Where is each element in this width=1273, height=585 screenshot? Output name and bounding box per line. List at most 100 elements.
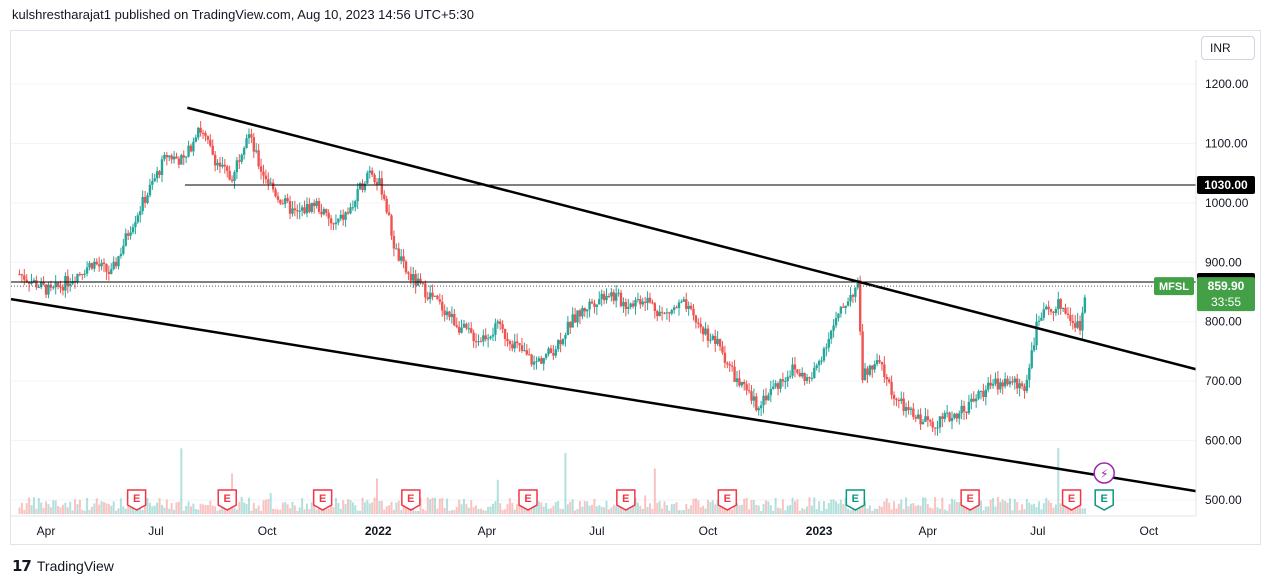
earnings-marker: E — [960, 489, 980, 511]
candle-body — [182, 155, 185, 158]
candle-body — [798, 372, 801, 377]
candle-body — [752, 396, 756, 401]
candle-body — [738, 378, 741, 386]
candle-body — [117, 256, 120, 267]
volume-bar — [564, 452, 567, 514]
volume-bar — [595, 506, 598, 514]
candle-body — [764, 395, 768, 401]
volume-bar — [764, 500, 767, 514]
candle-body — [668, 312, 671, 314]
candle-body — [160, 159, 164, 175]
x-tick-label: 2023 — [806, 524, 833, 538]
volume-bar — [636, 502, 639, 514]
candle-body — [433, 295, 437, 297]
volume-bar — [446, 498, 449, 514]
volume-bar — [475, 505, 478, 514]
candle-body — [1083, 297, 1087, 313]
candle-body — [192, 141, 195, 152]
volume-bar — [878, 505, 881, 514]
volume-bar — [699, 507, 702, 514]
candle-body — [445, 311, 449, 316]
volume-bar — [441, 498, 444, 514]
x-tick-label: Apr — [478, 524, 497, 538]
candle-body — [1006, 378, 1009, 385]
volume-bar — [574, 510, 577, 514]
volume-bar — [796, 499, 799, 514]
volume-bar — [994, 506, 997, 514]
candle-body — [694, 315, 698, 323]
volume-bar — [235, 509, 238, 514]
candle-body — [837, 313, 840, 319]
volume-bar — [1057, 448, 1060, 514]
candle-body — [399, 256, 403, 261]
candle-body — [245, 138, 248, 148]
volume-bar — [591, 504, 594, 514]
candle-body — [436, 295, 439, 300]
candle-body — [310, 202, 313, 212]
earnings-badge-icon — [518, 489, 538, 511]
x-tick-label: Oct — [258, 524, 277, 538]
chart-panel[interactable] — [10, 30, 1261, 545]
volume-bar — [1004, 500, 1007, 514]
candle-body — [573, 314, 577, 323]
volume-bar — [373, 497, 376, 514]
candle-body — [85, 267, 89, 274]
tradingview-logo[interactable]: 17 TradingView — [12, 557, 114, 575]
volume-bar — [356, 510, 359, 514]
candle-body — [424, 283, 427, 298]
volume-bar — [347, 499, 350, 514]
volume-bar — [376, 478, 379, 514]
volume-bar — [605, 500, 608, 514]
volume-bar — [443, 507, 446, 514]
volume-bar — [173, 509, 176, 514]
candle-body — [699, 323, 702, 328]
volume-bar — [955, 501, 958, 514]
volume-bar — [110, 505, 113, 514]
candle-body — [143, 197, 147, 203]
volume-bar — [610, 507, 613, 514]
candle-body — [977, 391, 980, 399]
earnings-badge-icon — [717, 489, 738, 511]
earnings-badge-icon — [845, 489, 866, 511]
candle-body — [677, 302, 681, 308]
dividend-marker-label: ⚡ — [1100, 467, 1108, 481]
candle-body — [221, 164, 224, 167]
volume-bar — [359, 510, 362, 514]
candle-body — [25, 279, 28, 282]
candle-body — [660, 311, 664, 313]
volume-bar — [982, 510, 985, 514]
candle-body — [931, 421, 934, 428]
currency-selector[interactable]: INR — [1201, 36, 1255, 60]
candle-body — [1035, 321, 1038, 346]
candle-body — [900, 398, 903, 401]
candle-body — [929, 420, 932, 422]
x-tick-label: Oct — [1140, 524, 1159, 538]
volume-bar — [153, 505, 156, 514]
candle-body — [880, 362, 884, 365]
candle-body — [648, 297, 652, 303]
candle-body — [322, 209, 326, 215]
candle-body — [93, 261, 96, 269]
volume-bar — [607, 509, 610, 514]
volume-bar — [549, 508, 552, 514]
candle-body — [564, 335, 567, 339]
candle-body — [791, 364, 794, 376]
volume-bar — [520, 504, 523, 514]
volume-bar — [49, 507, 52, 514]
candle-body — [1037, 320, 1041, 322]
volume-bar — [405, 505, 407, 514]
candle-body — [339, 214, 342, 219]
volume-bar — [1006, 502, 1009, 514]
volume-bar — [197, 509, 200, 514]
candle-body — [1045, 306, 1048, 310]
volume-bar — [467, 507, 470, 514]
candle-body — [76, 273, 79, 282]
candle-body — [1032, 345, 1036, 351]
volume-bar — [98, 504, 101, 514]
candle-body — [926, 416, 930, 421]
volume-bar — [996, 497, 999, 514]
volume-bar — [119, 498, 122, 514]
volume-bar — [460, 504, 463, 514]
candle-body — [561, 338, 565, 345]
